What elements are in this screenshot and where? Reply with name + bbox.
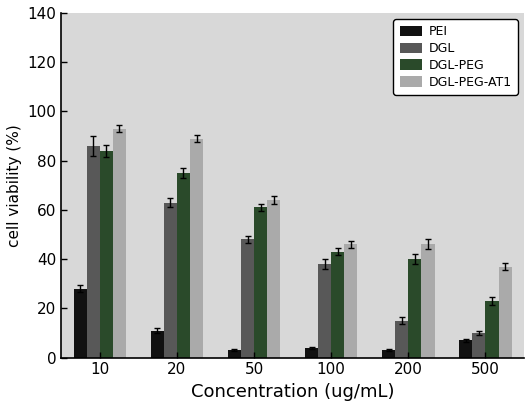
Bar [228,350,241,358]
Bar [395,321,408,358]
Bar [100,151,113,358]
Bar [254,207,267,358]
Bar [177,173,190,358]
Bar [305,348,318,358]
Bar [190,138,203,358]
Bar [485,301,499,358]
Bar [241,239,254,358]
Bar [164,202,177,358]
Y-axis label: cell viability (%): cell viability (%) [7,124,22,247]
Bar [267,200,280,358]
Bar [382,350,395,358]
Bar [151,330,164,358]
Bar [459,340,473,358]
Bar [331,252,344,358]
Legend: PEI, DGL, DGL-PEG, DGL-PEG-AT1: PEI, DGL, DGL-PEG, DGL-PEG-AT1 [393,19,518,95]
Bar [408,259,422,358]
Bar [499,266,512,358]
Bar [74,289,87,358]
Bar [87,146,100,358]
Bar [113,129,126,358]
X-axis label: Concentration (ug/mL): Concentration (ug/mL) [191,383,395,401]
Bar [318,264,331,358]
Bar [344,244,357,358]
Bar [473,333,485,358]
Bar [422,244,434,358]
